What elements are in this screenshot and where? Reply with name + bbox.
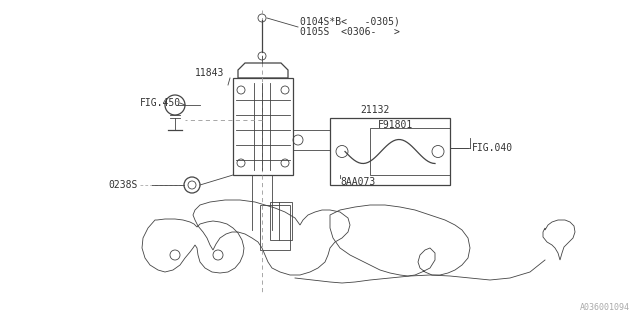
Bar: [330, 118, 450, 185]
Text: 0238S: 0238S: [108, 180, 138, 190]
Bar: [233, 78, 293, 175]
Text: 0105S  <0306-   >: 0105S <0306- >: [300, 27, 400, 37]
Bar: [370, 128, 450, 175]
Text: 8AA073: 8AA073: [340, 177, 375, 187]
Bar: [270, 202, 292, 240]
Bar: [260, 205, 290, 250]
Text: A036001094: A036001094: [580, 303, 630, 312]
Text: F91801: F91801: [378, 120, 413, 130]
Text: 11843: 11843: [195, 68, 225, 78]
Text: FIG.040: FIG.040: [472, 143, 513, 153]
Text: FIG.450: FIG.450: [140, 98, 181, 108]
Text: 0104S*B<   -0305): 0104S*B< -0305): [300, 17, 400, 27]
Text: 21132: 21132: [360, 105, 389, 115]
